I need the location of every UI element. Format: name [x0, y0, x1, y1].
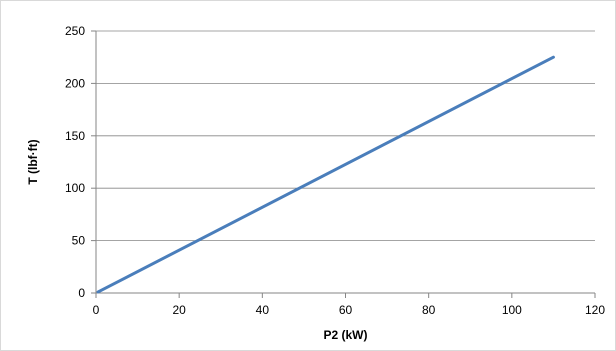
series-group — [96, 55, 555, 294]
x-axis-title: P2 (kW) — [323, 328, 367, 342]
gridlines — [96, 30, 595, 242]
x-tick-label-60: 60 — [339, 303, 353, 317]
x-tick-label-40: 40 — [256, 303, 270, 317]
x-tick-label-120: 120 — [585, 303, 605, 317]
y-tick-label-50: 50 — [72, 234, 86, 248]
y-tick-label-0: 0 — [78, 286, 85, 300]
x-tick-label-80: 80 — [422, 303, 436, 317]
x-tick-label-0: 0 — [93, 303, 100, 317]
y-tick-label-100: 100 — [65, 181, 85, 195]
x-tick-label-20: 20 — [172, 303, 186, 317]
y-tick-label-200: 200 — [65, 76, 85, 90]
x-tick-labels: 0 20 40 60 80 100 120 — [93, 293, 605, 317]
x-tick-label-100: 100 — [502, 303, 522, 317]
y-tick-label-150: 150 — [65, 129, 85, 143]
y-axis-title: T (lbf·ft) — [26, 139, 40, 184]
y-tick-labels: 0 50 100 150 200 250 — [65, 24, 96, 300]
y-tick-label-250: 250 — [65, 24, 85, 38]
series-line-0 — [96, 55, 555, 294]
